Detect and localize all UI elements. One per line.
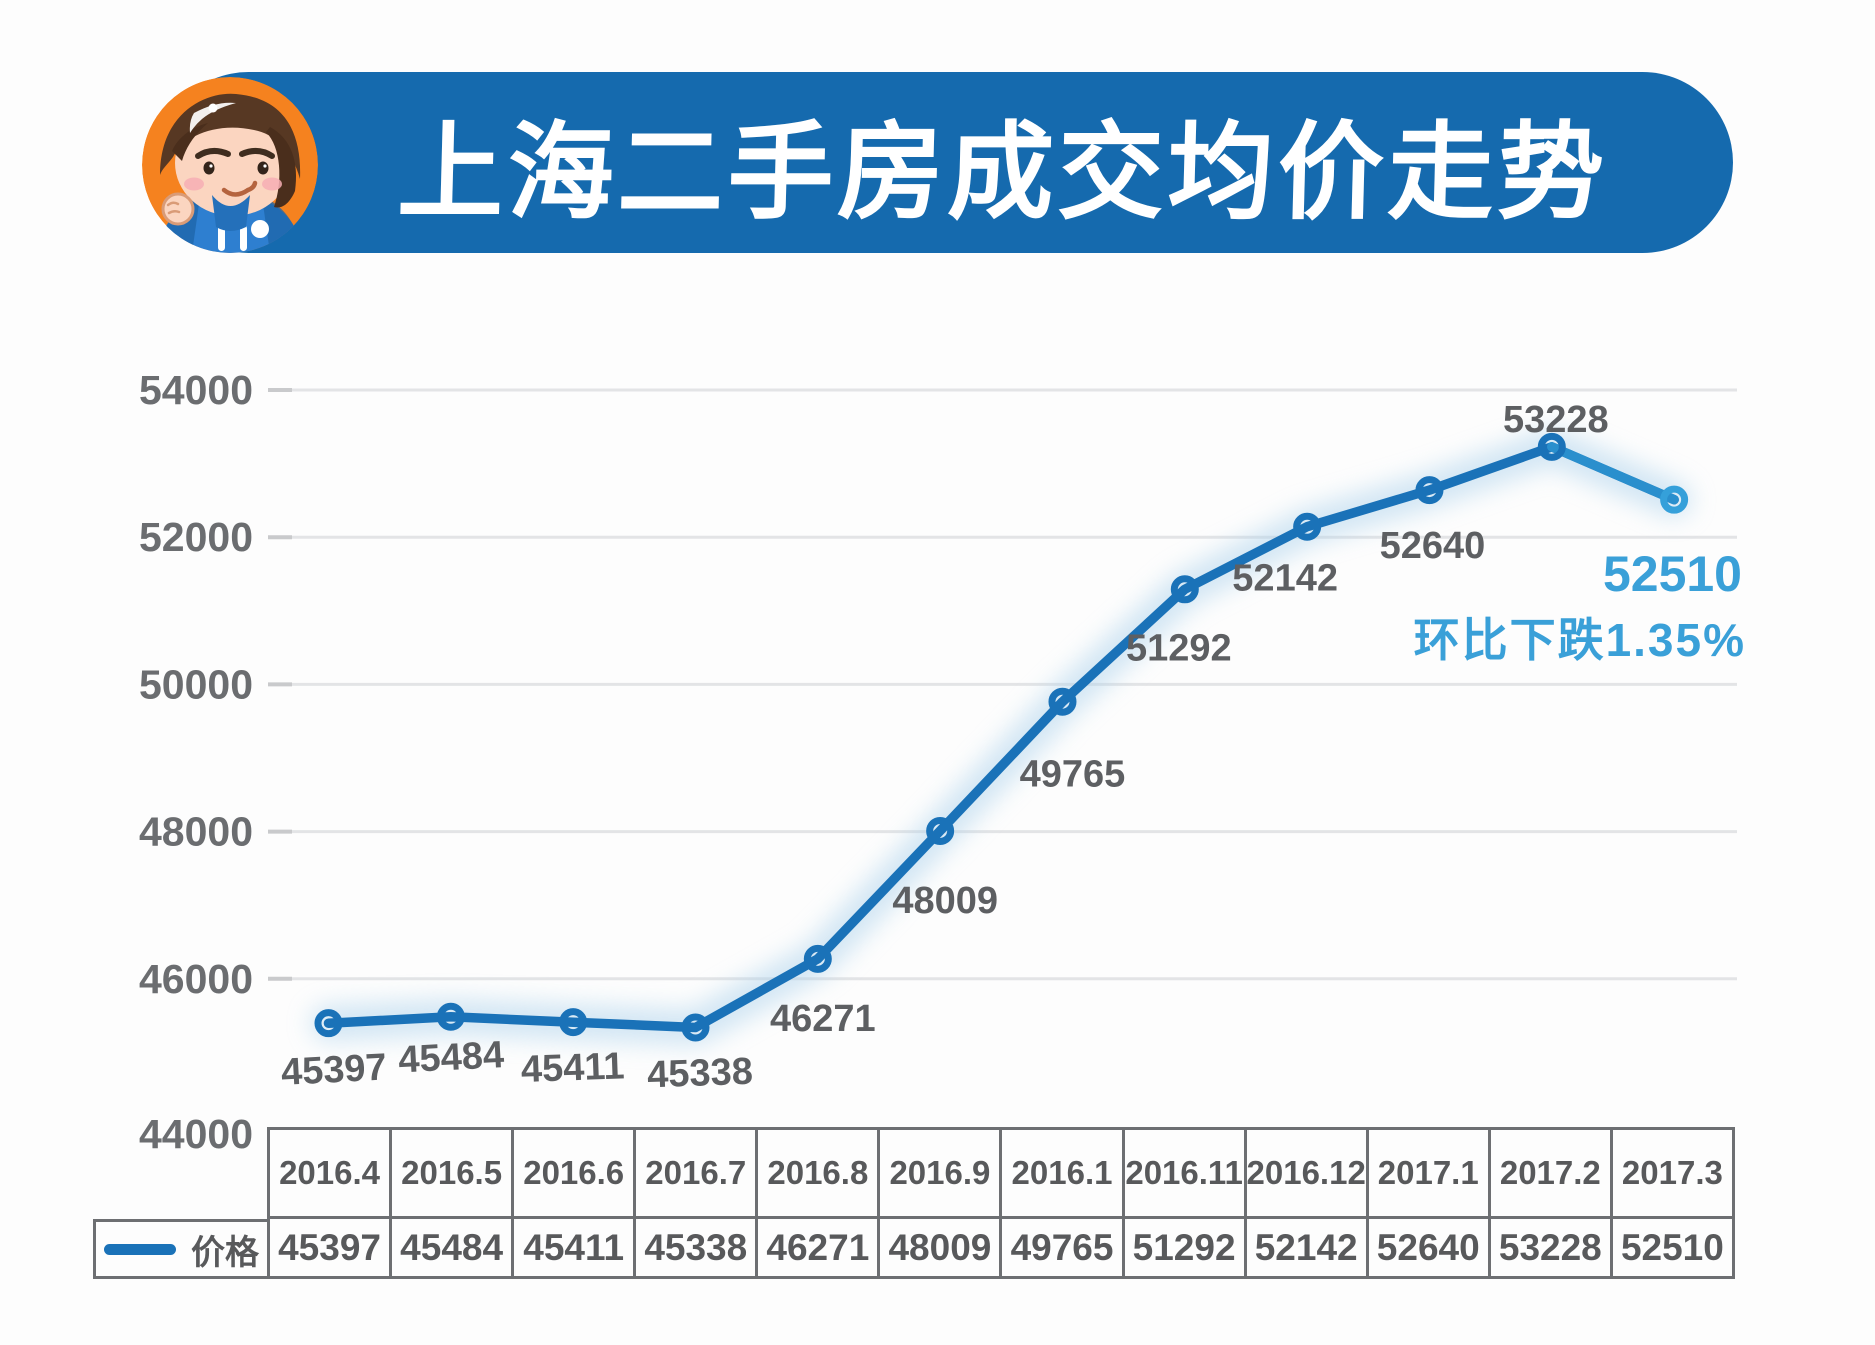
price-value-cell: 45484 — [389, 1219, 511, 1276]
y-axis-label: 44000 — [139, 1111, 253, 1157]
data-point-marker — [926, 816, 955, 845]
price-value-cell: 45411 — [511, 1219, 633, 1276]
data-point-marker — [314, 1009, 343, 1038]
price-value-cell: 45338 — [633, 1219, 755, 1276]
y-axis-label: 50000 — [139, 661, 253, 707]
month-header-cell: 2016.12 — [1243, 1130, 1366, 1216]
data-point-label: 45397 — [280, 1046, 388, 1093]
month-header-cell: 2016.1 — [999, 1130, 1121, 1216]
price-series-line-icon — [104, 1243, 176, 1255]
data-point-marker — [803, 944, 832, 973]
data-point-marker — [1537, 432, 1566, 461]
data-point-label: 52640 — [1380, 525, 1486, 567]
legend-cell: 价格 — [93, 1219, 270, 1279]
month-header-cell: 2017.2 — [1487, 1130, 1610, 1216]
month-header-cell: 2016.4 — [279, 1154, 380, 1191]
data-point-label: 49765 — [1020, 754, 1126, 796]
y-axis-label: 48000 — [139, 809, 253, 855]
month-header-cell: 2016.9 — [877, 1130, 999, 1216]
cartoon-boy-avatar-icon — [142, 77, 318, 253]
price-value-cell: 46271 — [755, 1219, 877, 1276]
month-header-cell: 2016.7 — [633, 1130, 755, 1216]
table-value-row: 45397 45484 45411 45338 46271 48009 49765 51292… — [267, 1219, 1735, 1279]
latest-price-callout: 52510 — [1602, 546, 1742, 602]
month-header-cell: 2016.8 — [755, 1130, 877, 1216]
data-point-marker — [1048, 687, 1077, 716]
data-point-marker — [436, 1002, 465, 1031]
y-axis-label: 46000 — [139, 956, 253, 1002]
legend-label: 价格 — [191, 1233, 259, 1272]
month-header-cell: 2017.1 — [1365, 1130, 1488, 1216]
month-header-cell: 2016.5 — [389, 1130, 511, 1216]
data-point-label: 51292 — [1126, 627, 1232, 669]
title-banner: 上海二手房成交均价走势 — [158, 72, 1733, 253]
price-value-cell: 49765 — [999, 1219, 1121, 1276]
data-point-label: 45338 — [647, 1051, 754, 1097]
data-point-marker — [681, 1013, 710, 1042]
data-point-marker — [1293, 512, 1322, 541]
y-axis-label: 52000 — [139, 514, 253, 560]
data-point-label: 46271 — [770, 998, 876, 1040]
data-point-label: 45484 — [397, 1034, 505, 1081]
data-point-label: 48009 — [892, 880, 998, 922]
data-point-marker — [1170, 575, 1199, 604]
mom-change-callout: 环比下跌1.35% — [1413, 614, 1746, 666]
avatar — [142, 77, 318, 253]
month-header-cell: 2016.11 — [1121, 1130, 1244, 1216]
price-value-cell: 52640 — [1365, 1219, 1488, 1276]
month-header-cell: 2016.6 — [511, 1130, 633, 1216]
price-line-last-segment — [1547, 442, 1679, 505]
price-value-cell: 53228 — [1487, 1219, 1610, 1276]
price-value-cell: 51292 — [1121, 1219, 1244, 1276]
data-point-marker — [1415, 476, 1444, 505]
data-point-marker — [1660, 485, 1689, 514]
price-value-cell: 52510 — [1609, 1219, 1732, 1276]
month-header-cell: 2017.3 — [1609, 1130, 1732, 1216]
price-value-cell: 45397 — [278, 1226, 381, 1268]
data-point-label: 45411 — [520, 1045, 625, 1091]
data-point-marker — [559, 1008, 588, 1037]
y-axis-label: 54000 — [139, 367, 253, 413]
price-value-cell: 52142 — [1243, 1219, 1366, 1276]
price-line — [323, 442, 1679, 1033]
data-point-label: 52142 — [1232, 558, 1338, 600]
data-point-label: 53228 — [1503, 399, 1609, 441]
price-value-cell: 48009 — [877, 1219, 999, 1276]
table-header-row: 2016.4 2016.5 2016.6 2016.7 2016.8 2016.9 2016… — [267, 1127, 1735, 1219]
